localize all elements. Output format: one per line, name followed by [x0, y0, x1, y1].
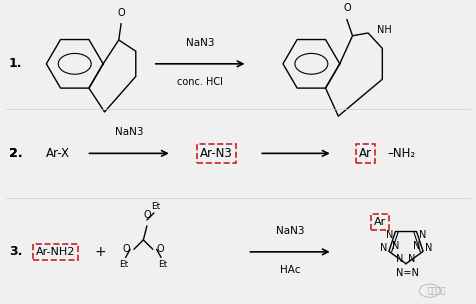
Text: Ar: Ar [374, 217, 386, 227]
Text: N: N [408, 254, 416, 264]
Text: 2.: 2. [9, 147, 22, 160]
Text: Et: Et [119, 260, 129, 269]
Text: conc. HCl: conc. HCl [177, 77, 223, 87]
Text: NaN3: NaN3 [186, 38, 214, 48]
Text: N: N [392, 241, 399, 251]
Text: NaN3: NaN3 [276, 226, 304, 236]
Text: 1.: 1. [9, 57, 22, 70]
Text: NaN3: NaN3 [115, 127, 143, 137]
Text: Ar-NH2: Ar-NH2 [36, 247, 76, 257]
Text: +: + [95, 245, 107, 259]
Text: Ar: Ar [359, 147, 372, 160]
Text: O: O [117, 8, 125, 18]
Text: 2.: 2. [9, 147, 22, 160]
Text: HAc: HAc [280, 265, 300, 275]
Text: O: O [343, 3, 351, 13]
Text: Ar-X: Ar-X [46, 147, 70, 160]
Text: N=N: N=N [396, 268, 418, 278]
Text: N: N [413, 241, 420, 251]
Text: O: O [122, 244, 130, 254]
Text: Et: Et [151, 202, 160, 211]
Text: N: N [425, 244, 433, 254]
Text: 漫读药化: 漫读药化 [427, 286, 446, 295]
Text: N: N [396, 254, 404, 264]
Text: –NH₂: –NH₂ [387, 147, 415, 160]
Text: O: O [157, 244, 164, 254]
Text: Ar-N3: Ar-N3 [200, 147, 233, 160]
Text: N: N [379, 244, 387, 254]
Text: N: N [386, 230, 394, 240]
Text: NH: NH [377, 25, 391, 35]
Text: N: N [418, 230, 426, 240]
Text: Et: Et [158, 260, 168, 269]
Text: O: O [143, 210, 151, 220]
Text: 3.: 3. [9, 245, 22, 258]
